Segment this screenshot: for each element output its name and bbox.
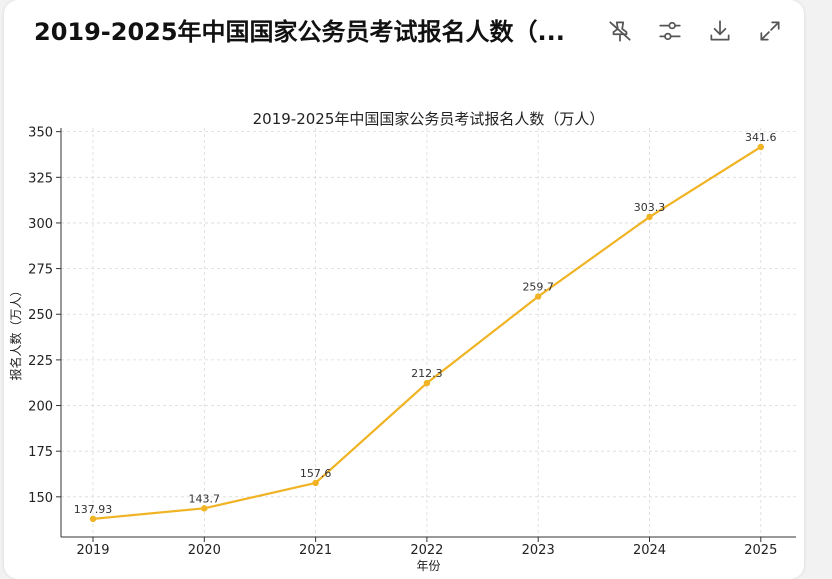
data-label: 157.6 bbox=[300, 467, 332, 480]
y-axis-label: 报名人数（万人） bbox=[8, 284, 23, 380]
pin-off-icon bbox=[609, 21, 631, 42]
y-tick-label: 150 bbox=[28, 491, 53, 506]
expand-icon bbox=[760, 21, 780, 41]
x-tick-label: 2024 bbox=[633, 543, 666, 558]
y-tick-label: 275 bbox=[28, 263, 53, 278]
x-tick-label: 2020 bbox=[188, 543, 221, 558]
x-tick-label: 2023 bbox=[522, 543, 555, 558]
chart-title: 2019-2025年中国国家公务员考试报名人数（万人） bbox=[253, 110, 605, 128]
data-point bbox=[201, 505, 208, 512]
y-tick-label: 175 bbox=[28, 445, 53, 460]
series bbox=[89, 143, 764, 523]
chart-card: 2019-2025年中国国家公务员考试报名人数（... bbox=[4, 0, 804, 579]
y-tick-label: 250 bbox=[28, 308, 53, 323]
download-button[interactable] bbox=[706, 16, 734, 46]
x-tick-label: 2021 bbox=[299, 543, 332, 558]
x-tick-label: 2022 bbox=[410, 543, 443, 558]
data-labels: 137.93 143.7 157.6 212.3 259.7 303.3 341.6 bbox=[74, 131, 777, 516]
sliders-icon bbox=[659, 21, 681, 41]
y-tick-label: 350 bbox=[28, 126, 53, 141]
data-label: 341.6 bbox=[745, 131, 777, 144]
x-axis-ticks: 2019 2020 2021 2022 2023 2024 2025 bbox=[76, 537, 777, 558]
data-point bbox=[646, 213, 653, 221]
expand-button[interactable] bbox=[756, 16, 784, 46]
y-axis-ticks: 150 175 200 225 250 275 300 325 350 bbox=[28, 126, 61, 506]
data-label: 137.93 bbox=[74, 503, 113, 516]
data-point bbox=[757, 143, 764, 151]
download-icon bbox=[710, 20, 730, 41]
toolbar bbox=[606, 16, 784, 46]
data-point bbox=[89, 515, 97, 523]
data-point bbox=[312, 479, 319, 487]
data-label: 259.7 bbox=[522, 281, 554, 294]
grid bbox=[61, 128, 796, 537]
x-tick-label: 2019 bbox=[76, 543, 109, 558]
data-point bbox=[535, 293, 542, 300]
x-axis-label: 年份 bbox=[416, 559, 440, 573]
x-tick-label: 2025 bbox=[744, 543, 777, 558]
y-tick-label: 225 bbox=[28, 354, 53, 369]
data-label: 143.7 bbox=[189, 492, 221, 505]
pin-off-button[interactable] bbox=[606, 16, 634, 46]
data-point bbox=[423, 379, 431, 387]
y-tick-label: 325 bbox=[28, 171, 53, 186]
data-label: 212.3 bbox=[411, 367, 443, 380]
y-tick-label: 300 bbox=[28, 217, 53, 232]
settings-button[interactable] bbox=[656, 16, 684, 46]
axes bbox=[60, 128, 796, 538]
data-label: 303.3 bbox=[634, 201, 666, 214]
y-tick-label: 200 bbox=[28, 400, 53, 415]
